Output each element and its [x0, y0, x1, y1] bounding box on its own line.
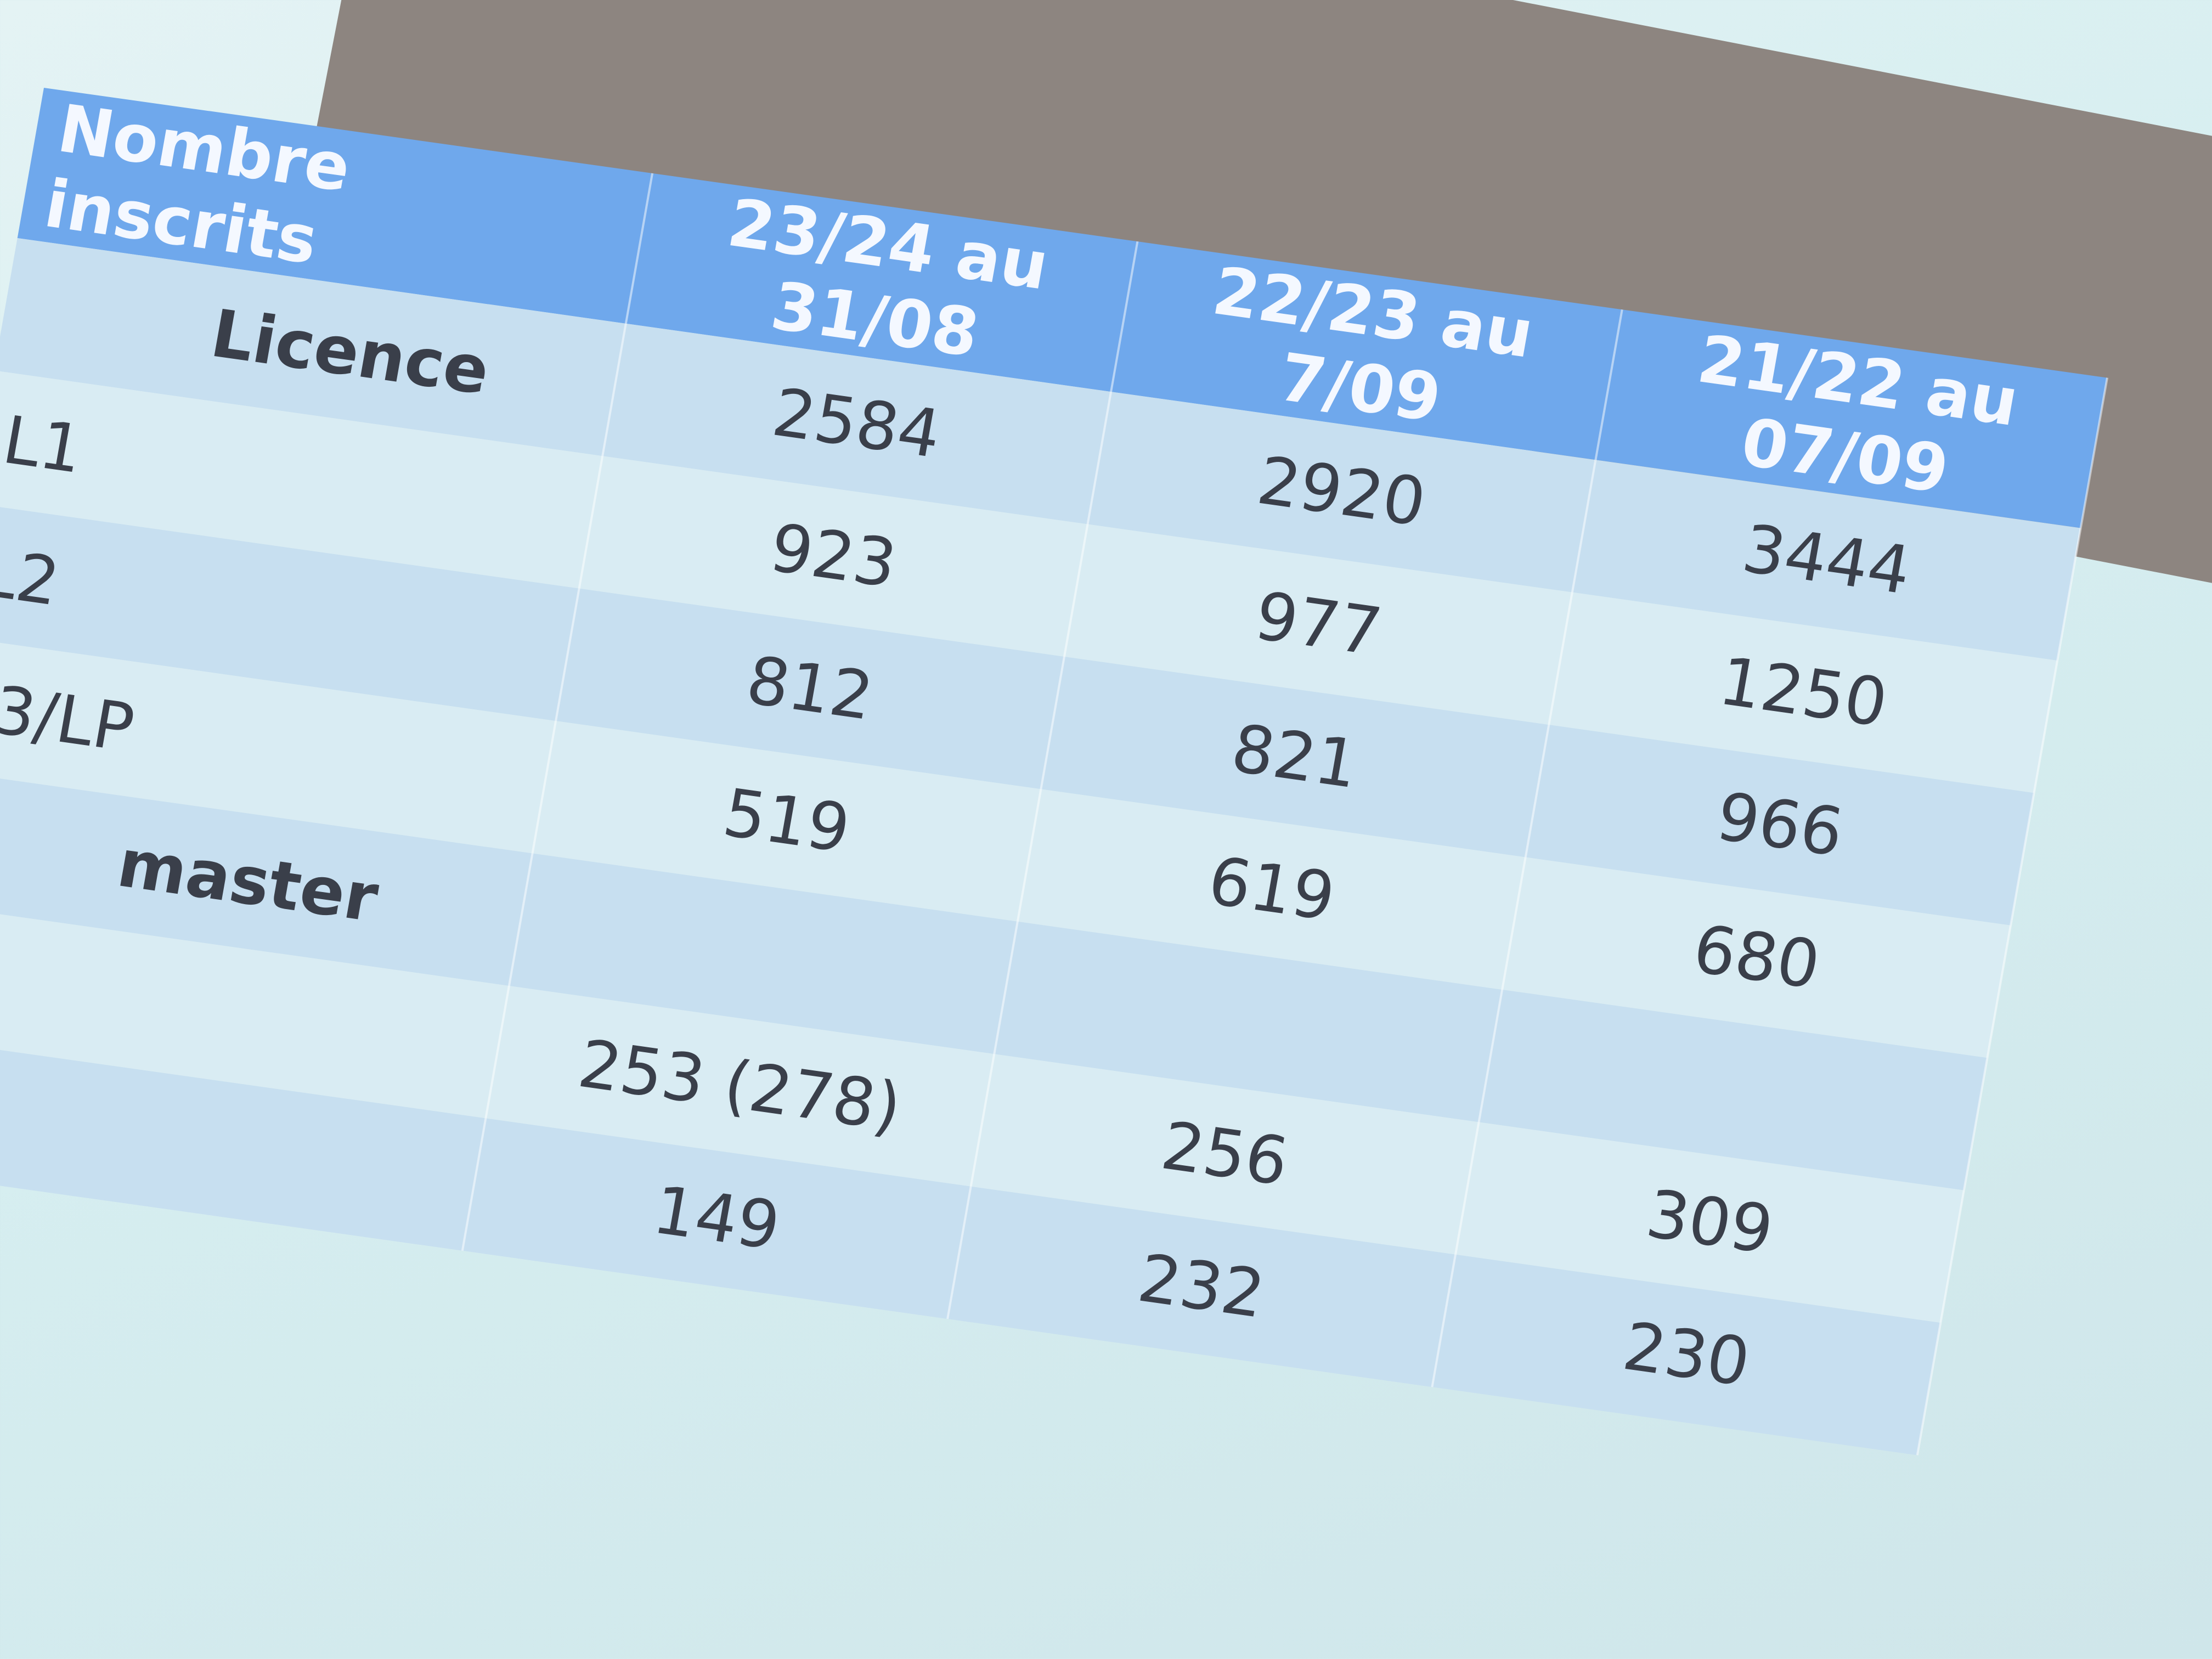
- slide: Nombre inscrits 23/24 au 31/08 22/23 au …: [0, 88, 2108, 1455]
- enrollment-table: Nombre inscrits 23/24 au 31/08 22/23 au …: [0, 88, 2108, 1455]
